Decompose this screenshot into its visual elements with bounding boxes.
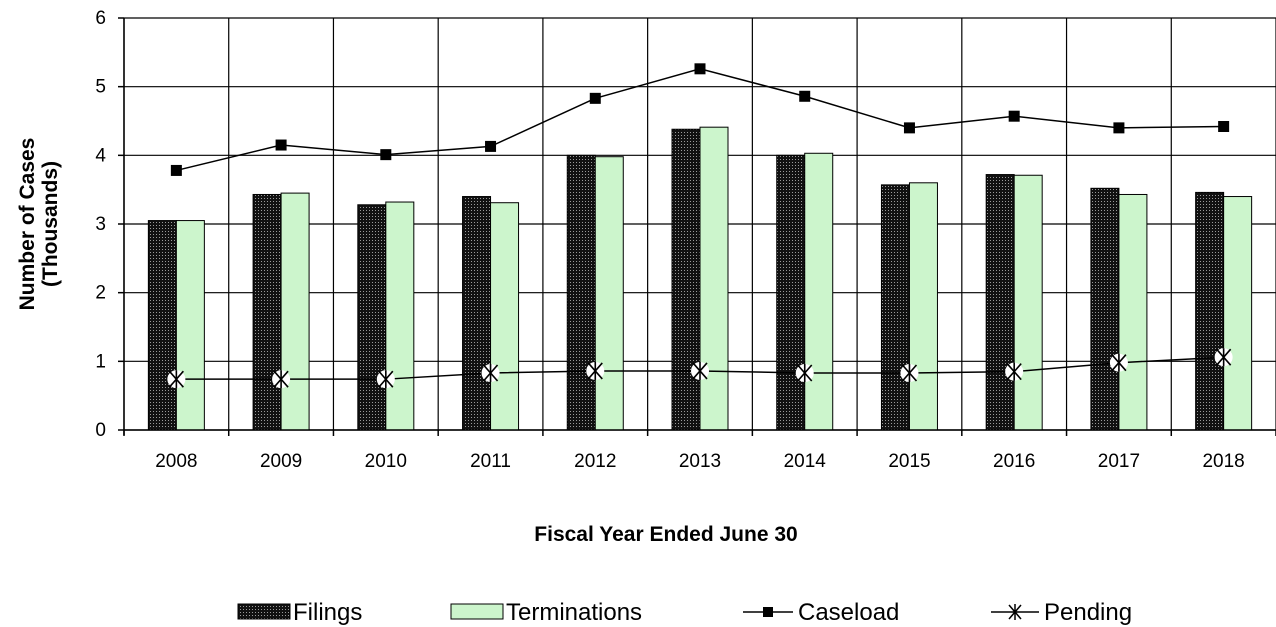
bar-filings bbox=[147, 220, 177, 431]
x-tick-label: 2012 bbox=[574, 451, 616, 472]
y-tick-label: 5 bbox=[95, 77, 106, 98]
bar-terminations bbox=[1013, 174, 1043, 431]
point-pending bbox=[167, 370, 186, 389]
legend-item-pending: Pending bbox=[991, 599, 1132, 626]
bar-filings bbox=[1090, 187, 1120, 431]
bar-terminations bbox=[804, 152, 834, 431]
point-caseload bbox=[589, 92, 601, 104]
y-tick-label: 6 bbox=[95, 8, 106, 29]
legend-swatch-filings bbox=[237, 603, 291, 620]
point-pending bbox=[691, 361, 709, 380]
bar-terminations bbox=[175, 220, 205, 431]
bar-terminations bbox=[594, 156, 624, 431]
legend-label-caseload: Caseload bbox=[798, 599, 899, 626]
bars bbox=[147, 126, 1253, 431]
legend-marker-caseload bbox=[763, 607, 773, 617]
point-caseload bbox=[1008, 110, 1020, 122]
x-tick-label: 2017 bbox=[1098, 451, 1140, 472]
x-tick-label: 2009 bbox=[260, 451, 302, 472]
y-axis-title-line1: Number of Cases bbox=[16, 138, 39, 311]
x-tick-label: 2013 bbox=[679, 451, 721, 472]
bar-filings bbox=[462, 196, 492, 431]
point-pending bbox=[795, 364, 814, 383]
x-tick-label: 2015 bbox=[888, 451, 930, 472]
point-caseload bbox=[275, 139, 287, 151]
legend-marker-pending bbox=[1008, 604, 1022, 620]
bar-filings bbox=[252, 193, 282, 431]
point-pending bbox=[376, 370, 395, 389]
bar-terminations bbox=[908, 182, 938, 431]
bar-terminations bbox=[385, 201, 415, 431]
bar-filings bbox=[671, 128, 701, 431]
x-tick-label: 2018 bbox=[1202, 451, 1244, 472]
y-tick-label: 2 bbox=[95, 283, 106, 304]
bar-terminations bbox=[490, 202, 520, 431]
y-axis-title-line2: (Thousands) bbox=[39, 161, 62, 287]
point-pending bbox=[1214, 348, 1233, 367]
bar-terminations bbox=[1118, 193, 1148, 431]
x-axis-title: Fiscal Year Ended June 30 bbox=[534, 523, 797, 546]
point-caseload bbox=[1218, 120, 1230, 132]
x-tick-labels: 2008 2009 2010 2011 2012 2013 2014 2015 2016 2017… bbox=[155, 451, 1245, 472]
x-tick-label: 2008 bbox=[155, 451, 197, 472]
bar-filings bbox=[776, 154, 806, 431]
bar-terminations bbox=[1223, 196, 1253, 431]
legend-label-filings: Filings bbox=[293, 599, 362, 626]
x-tick-label: 2016 bbox=[993, 451, 1035, 472]
bar-filings bbox=[1195, 191, 1225, 431]
point-pending bbox=[1109, 353, 1128, 372]
point-caseload bbox=[694, 63, 706, 75]
series-lines bbox=[167, 63, 1233, 389]
y-tick-label: 0 bbox=[95, 420, 106, 441]
legend-item-caseload: Caseload bbox=[743, 599, 899, 626]
point-caseload bbox=[170, 164, 182, 176]
y-tick-labels: 0 1 2 3 4 5 6 bbox=[95, 8, 106, 441]
bar-terminations bbox=[699, 126, 729, 431]
y-tick-label: 4 bbox=[95, 145, 106, 166]
point-pending bbox=[481, 364, 500, 383]
x-tick-label: 2010 bbox=[365, 451, 407, 472]
point-pending bbox=[272, 370, 291, 389]
bar-filings bbox=[985, 174, 1015, 431]
point-caseload bbox=[903, 122, 915, 134]
x-tick-label: 2011 bbox=[470, 451, 511, 472]
point-caseload bbox=[485, 140, 497, 152]
point-pending bbox=[1005, 362, 1024, 381]
legend-item-filings: Filings bbox=[237, 599, 362, 626]
y-tick-label: 1 bbox=[95, 351, 106, 372]
legend-item-terminations: Terminations bbox=[450, 599, 642, 626]
bar-terminations bbox=[280, 192, 310, 431]
point-pending bbox=[900, 364, 919, 383]
point-caseload bbox=[380, 149, 392, 161]
legend-label-pending: Pending bbox=[1044, 599, 1132, 626]
bar-filings bbox=[880, 184, 910, 431]
point-caseload bbox=[799, 90, 811, 102]
point-pending bbox=[586, 361, 605, 380]
x-tick-label: 2014 bbox=[784, 451, 827, 472]
legend-label-terminations: Terminations bbox=[506, 599, 642, 626]
bar-filings bbox=[357, 204, 387, 431]
legend: Filings Terminations Caseload Pending bbox=[237, 599, 1132, 626]
legend-swatch-terminations bbox=[450, 603, 504, 620]
y-tick-label: 3 bbox=[95, 214, 106, 235]
bar-filings bbox=[566, 154, 596, 431]
point-caseload bbox=[1113, 122, 1125, 134]
axes bbox=[118, 17, 1276, 436]
